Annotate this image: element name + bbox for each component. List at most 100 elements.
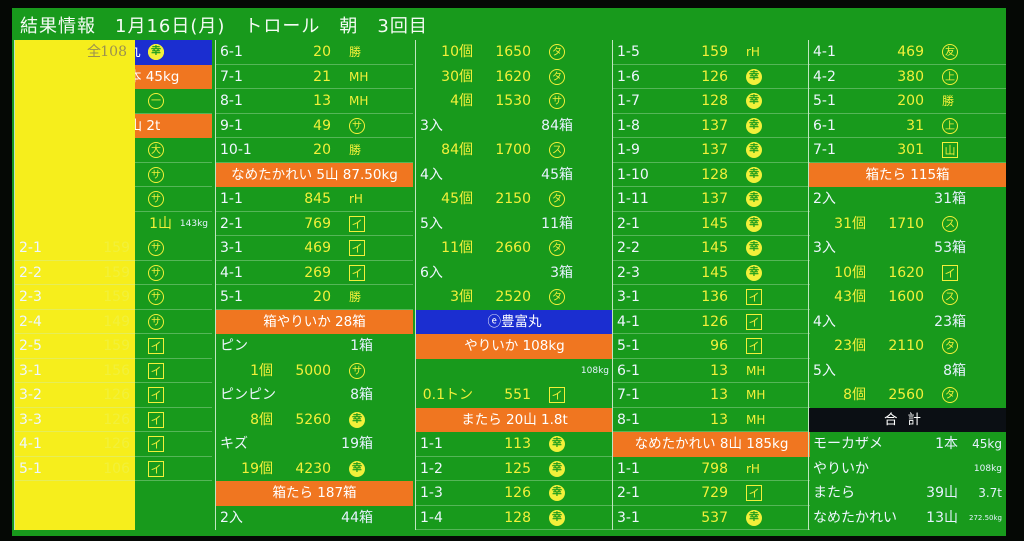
box-count: 1箱: [350, 338, 373, 354]
full-label: 全: [87, 44, 101, 60]
lot-row: 1-9 137 幸: [613, 138, 810, 163]
lot-price: 137: [701, 142, 728, 158]
pack-size: 5入: [813, 362, 836, 379]
lot-row: 6-1 31 上: [809, 114, 1006, 138]
lot-number: 4-2: [813, 68, 836, 85]
mark-ta-icon: タ: [549, 240, 565, 256]
piece-price: 1650: [495, 44, 531, 60]
lot-row: 2-1 729 イ: [613, 481, 810, 506]
lot-number: 7-1: [617, 387, 640, 403]
lot-price: 126: [504, 485, 531, 501]
lot-price: 380: [897, 68, 924, 85]
lot-number: 2-2: [617, 240, 640, 256]
box-count: 19箱: [341, 436, 373, 452]
mark-ko-icon: 幸: [349, 460, 365, 477]
full-price: 108: [100, 44, 127, 60]
lot-row: 5-1 20 勝: [216, 285, 413, 310]
lot-price: 96: [710, 338, 728, 354]
lot-number: 6-1: [813, 117, 836, 134]
lot-price: 126: [103, 436, 130, 452]
lot-number: 2-3: [19, 289, 42, 305]
lot-row: 4-1 126 イ: [15, 432, 212, 457]
mark-sa-icon: サ: [148, 166, 164, 183]
lot-number: 4-1: [19, 436, 42, 452]
lot-price: 159: [103, 264, 130, 281]
lot-price: 128: [504, 509, 531, 526]
lot-number: 8-1: [220, 93, 243, 109]
lot-number: 5-1: [220, 289, 243, 305]
box-count: 8箱: [943, 362, 966, 379]
total-weight: 3.7t: [978, 486, 1002, 500]
mark-ko-icon: 幸: [746, 93, 762, 109]
mark-ko-icon: 幸: [549, 509, 565, 526]
lot-row: 4-1 126 イ: [613, 310, 810, 334]
lot-row: 1-6 126 幸: [613, 65, 810, 89]
lot-row: 5-1 106 イ: [15, 457, 212, 481]
mark-i-icon: イ: [746, 313, 762, 330]
mark-ta-icon: タ: [942, 387, 958, 403]
total-species: モーカザメ: [813, 436, 883, 452]
lot-row: 6-1 20 勝: [216, 40, 413, 65]
mark-i-icon: イ: [148, 387, 164, 403]
mark-sa-icon: サ: [148, 313, 164, 330]
mark-i-icon: イ: [746, 289, 762, 305]
lot-number: 3-3: [19, 411, 42, 428]
lot-number: 5-1: [617, 338, 640, 354]
piece-count: 1個: [250, 362, 273, 379]
total-weight: 108kg: [973, 463, 1002, 474]
mark-i-icon: イ: [942, 264, 958, 281]
lot-price: 159: [701, 44, 728, 60]
piece-row: 1個 5000 サ: [216, 359, 413, 384]
lot-price: 13: [313, 93, 331, 109]
lot-number: 2-2: [19, 264, 42, 281]
mark-ta-icon: タ: [549, 68, 565, 85]
lot-number: 2-5: [19, 338, 42, 354]
lot-row: 1-10 128 幸: [613, 163, 810, 187]
lot-row: 2-1 145 幸: [613, 212, 810, 236]
pack-row: 2入 44箱: [216, 506, 413, 531]
piece-count: 84個: [441, 142, 473, 158]
section-header: 箱たら 115箱: [809, 162, 1006, 187]
results-board: 結果情報 1月16日(月) トロール 朝 3回目 Ⓚ欣栄丸モーカザメ 1本 45…: [12, 8, 1006, 536]
lot-price: 113: [504, 436, 531, 452]
lot-price: 128: [701, 93, 728, 109]
lot-row: 1-4 128 幸: [416, 506, 613, 530]
piece-price: 2560: [888, 387, 924, 403]
mark-ko-icon: 幸: [549, 485, 565, 501]
lot-price: 145: [701, 264, 728, 281]
piece-row: 10個 1650 タ: [416, 40, 613, 65]
pack-size: 2入: [813, 191, 836, 207]
mark-i-icon: イ: [349, 215, 365, 232]
pack-row: 4入 23箱: [809, 310, 1006, 335]
lot-number: 9-1: [220, 117, 243, 134]
total-weight: 272.50kg: [969, 513, 1002, 522]
mark-ko-icon: 幸: [746, 142, 762, 158]
lot-row: 1-5 159 rH: [613, 40, 810, 65]
lot-row: 2-3 159 サ: [15, 285, 212, 310]
piece-count: 10個: [834, 264, 866, 281]
lot-price: 13: [710, 411, 728, 428]
piece-count: 4個: [450, 93, 473, 109]
lot-row: 7-1 13 MH: [613, 383, 810, 408]
pack-row: ピン 1箱: [216, 334, 413, 359]
piece-count: 30個: [441, 68, 473, 85]
lot-row: 3-3 126 イ: [15, 408, 212, 432]
piece-row: 43個 1600 ス: [809, 285, 1006, 310]
total-row: またら 39山 3.7t: [809, 481, 1006, 506]
lot-row: 8-1 13 MH: [216, 89, 413, 114]
section-header: やりいか 108kg: [416, 334, 613, 359]
lot-price: 469: [304, 240, 331, 256]
lot-price: 145: [701, 215, 728, 232]
lot-number: 8-1: [617, 411, 640, 428]
lot-number: 1-1: [617, 460, 640, 477]
lot-number: 2-1: [19, 240, 42, 256]
mark-ko-icon: 幸: [746, 166, 762, 183]
lot-price: 126: [701, 68, 728, 85]
lot-row: 1-8 137 幸: [613, 114, 810, 138]
lot-price: 126: [103, 411, 130, 428]
lot-price: 126: [701, 313, 728, 330]
mark-i-icon: イ: [349, 240, 365, 256]
section-header: 合計: [809, 407, 1006, 432]
pack-size: 3入: [420, 117, 443, 134]
